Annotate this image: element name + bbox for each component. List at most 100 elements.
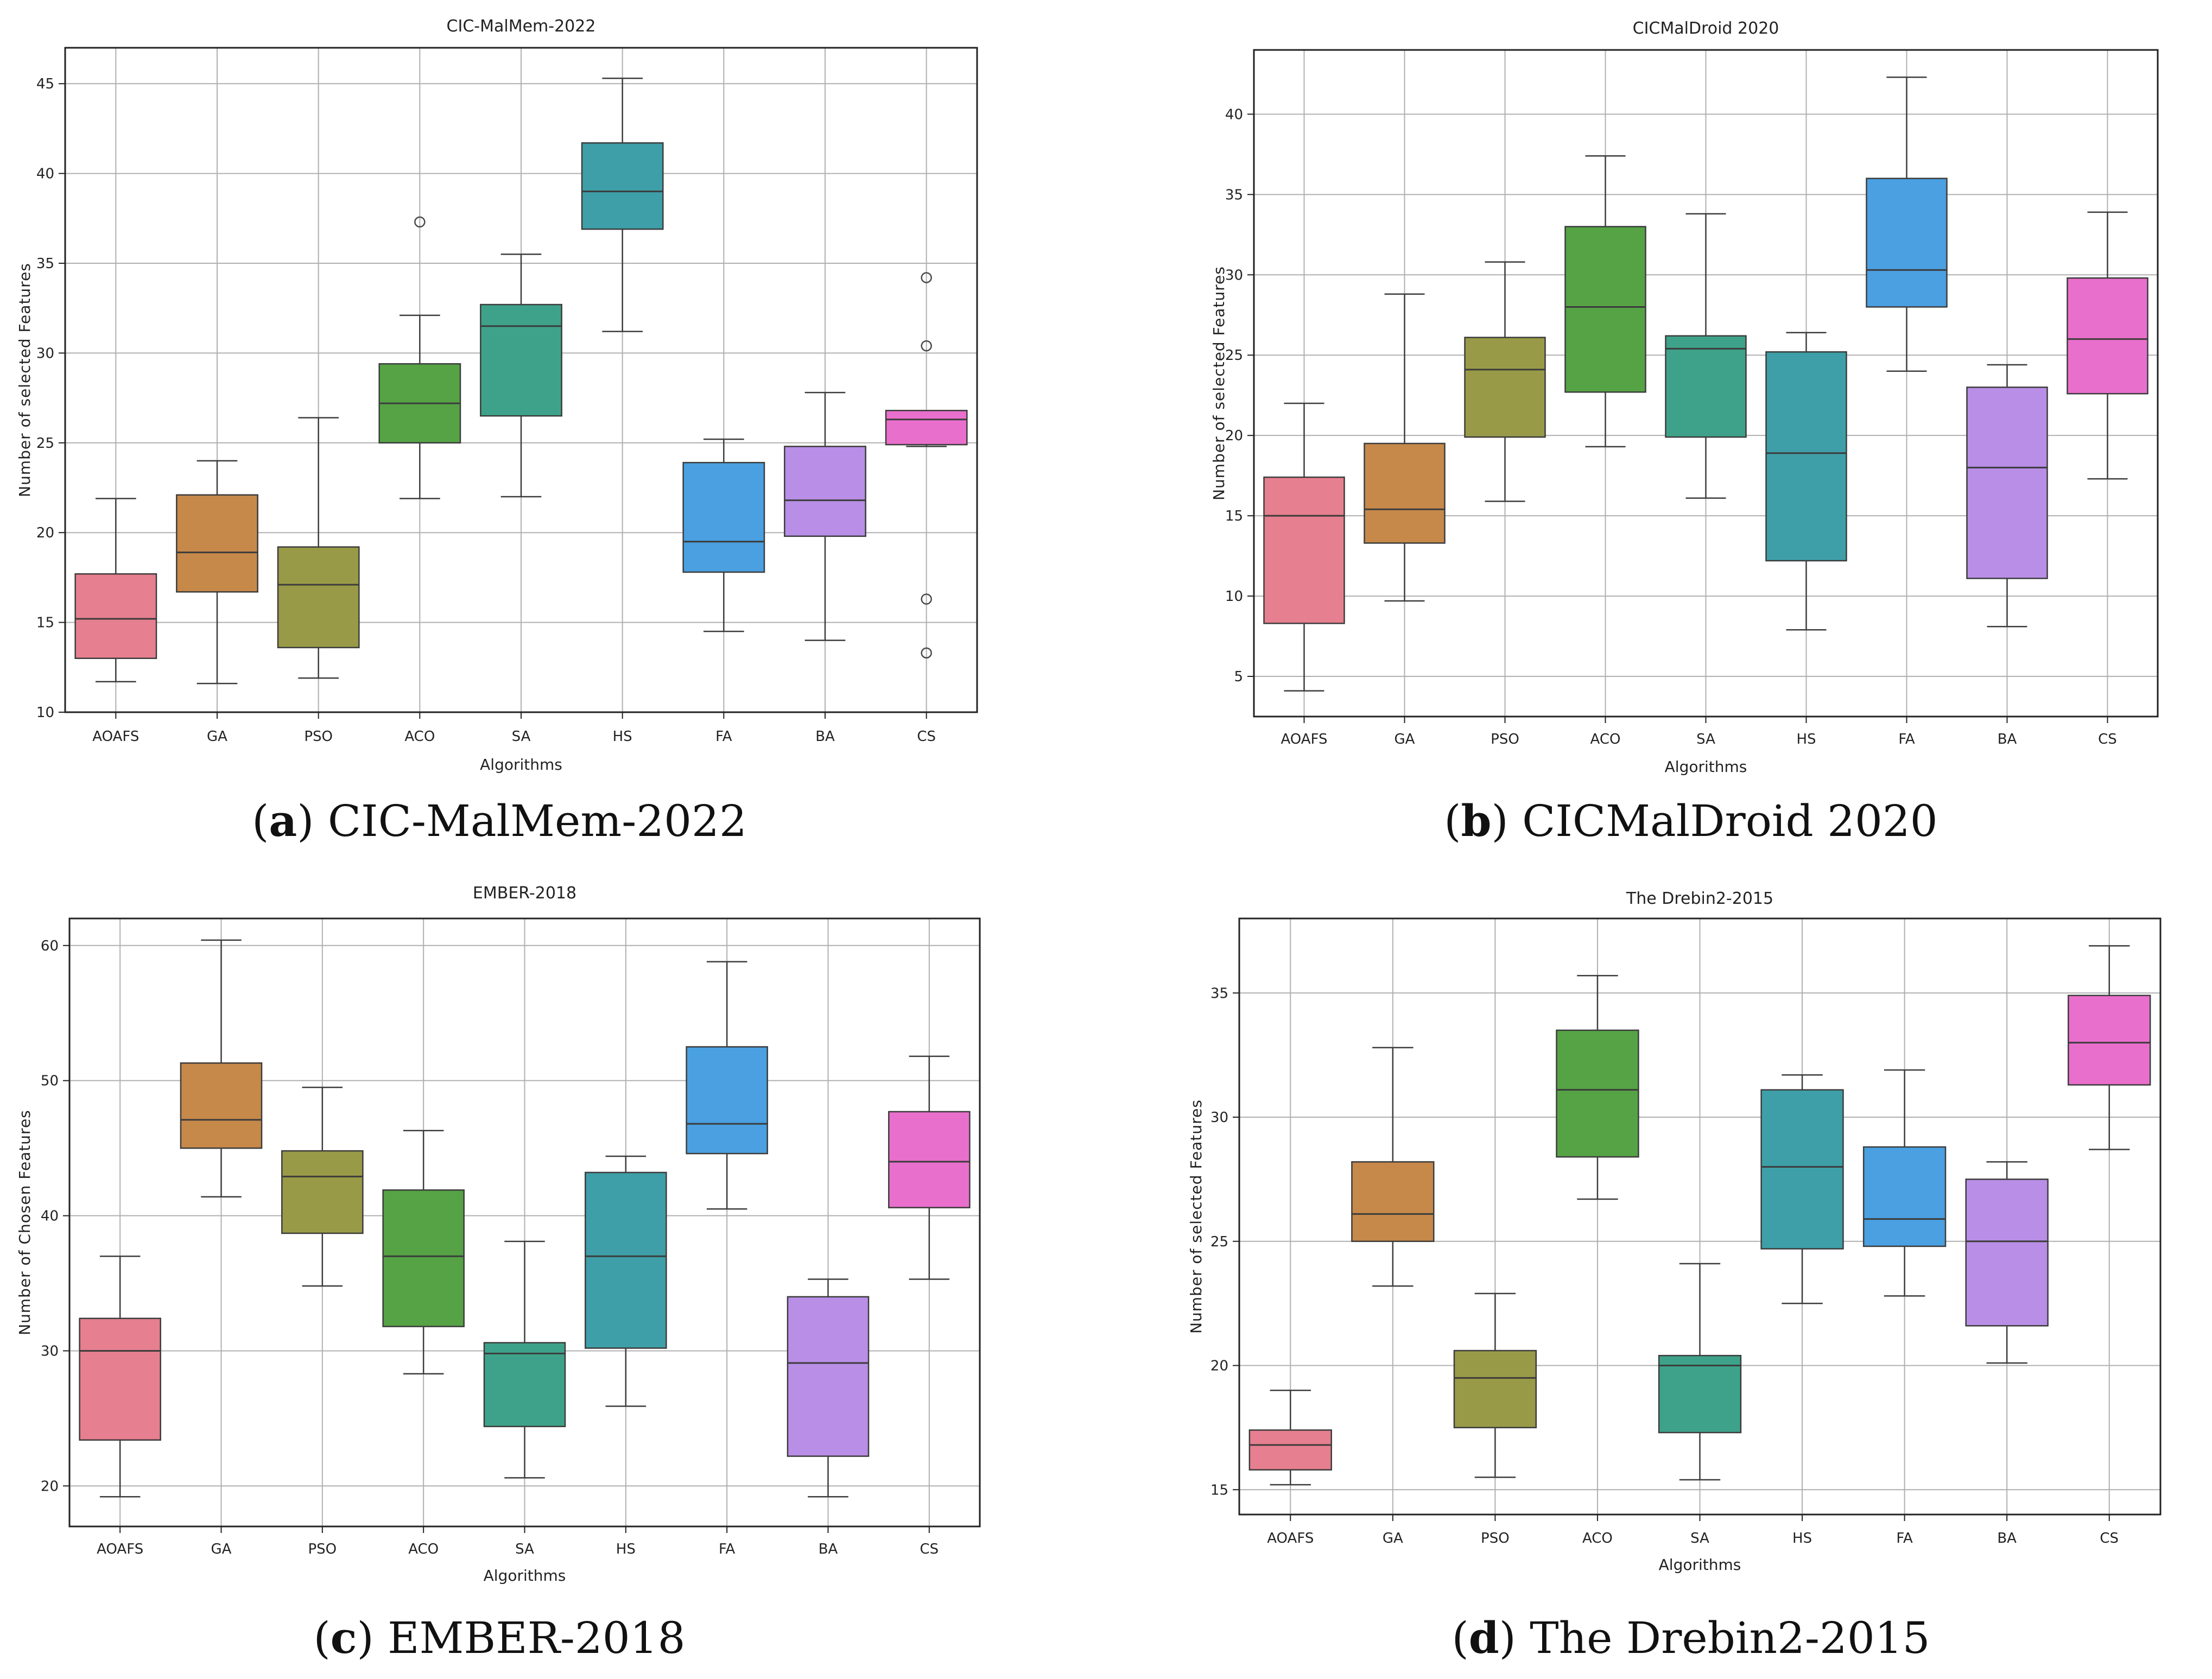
caption-letter: d: [1469, 1612, 1499, 1663]
box-pso: [1453, 1292, 1537, 1478]
y-tick-label: 45: [36, 76, 54, 92]
chart-panel-c: 20 30 40 50 60 AOAFS GA PSO ACO SA HS FA BA CS EMBER-2…: [16, 884, 981, 1663]
box-cs: [2067, 211, 2148, 480]
x-tick-label: FA: [1896, 1530, 1913, 1547]
y-tick-label: 25: [36, 435, 54, 452]
y-tick-label: 20: [1225, 428, 1243, 444]
box-iqr: [1351, 1161, 1435, 1243]
box-iqr: [1760, 1089, 1844, 1250]
y-axis-label: Number of selected Features: [16, 263, 34, 497]
y-tick-label: 35: [36, 256, 54, 272]
caption-paren-close: ): [357, 1613, 388, 1663]
caption-paren-open: (: [1444, 796, 1461, 846]
box-ga: [1364, 293, 1446, 602]
x-tick-label: HS: [1792, 1530, 1812, 1547]
caption-letter: b: [1461, 795, 1492, 846]
y-tick-label: 20: [41, 1478, 59, 1494]
box-aoafs: [1263, 402, 1345, 692]
box-sa: [483, 1240, 566, 1479]
y-tick-label: 30: [1225, 267, 1243, 283]
box-ba: [1965, 1161, 2049, 1364]
x-axis-label: Algorithms: [1665, 758, 1747, 776]
box-iqr: [888, 1111, 971, 1208]
y-tick-label: 5: [1234, 669, 1243, 685]
box-cs: [888, 1055, 971, 1280]
figure-caption: (d) The Drebin2-2015: [1452, 1612, 1930, 1663]
box-pso: [1464, 261, 1546, 502]
x-tick-label: CS: [2098, 731, 2117, 747]
x-tick-label: HS: [1796, 731, 1816, 747]
box-iqr: [1965, 1179, 2049, 1327]
box-iqr: [1966, 387, 2048, 579]
caption-paren-close: ): [297, 796, 328, 846]
x-tick-label: SA: [515, 1541, 534, 1557]
plot-frame: [1238, 917, 2162, 1516]
box-ga: [180, 939, 263, 1198]
caption-text: CIC-MalMem-2022: [328, 796, 747, 846]
x-axis-label: Algorithms: [480, 756, 562, 774]
x-tick-label: FA: [715, 728, 732, 745]
x-tick-label: GA: [1383, 1530, 1403, 1547]
x-tick-label: AOAFS: [1267, 1530, 1314, 1547]
box-sa: [1665, 213, 1747, 499]
box-iqr: [180, 1062, 263, 1149]
y-tick-label: 10: [36, 705, 54, 721]
box-iqr: [74, 573, 157, 660]
outlier-point: [414, 216, 426, 228]
x-tick-label: ACO: [408, 1541, 439, 1557]
x-tick-label: AOAFS: [92, 728, 139, 745]
box-iqr: [277, 546, 360, 649]
chart-panel-b: 5 10 15 20 25 30 35 40 AOAFS GA PSO ACO SA HS FA BA CS CI…: [1210, 19, 2159, 846]
x-tick-label: CS: [2100, 1530, 2119, 1547]
box-iqr: [1862, 1146, 1947, 1247]
box-cs: [885, 272, 968, 659]
box-ba: [787, 1278, 870, 1498]
y-axis-label: Number of Chosen Features: [16, 1110, 34, 1335]
y-tick-label: 60: [41, 938, 59, 954]
y-tick-label: 20: [36, 525, 54, 541]
x-tick-label: HS: [616, 1541, 636, 1557]
chart-title: CIC-MalMem-2022: [447, 17, 596, 36]
x-tick-label: BA: [1998, 731, 2017, 747]
x-tick-label: FA: [1898, 731, 1915, 747]
box-iqr: [1453, 1349, 1537, 1429]
y-tick-label: 35: [1225, 187, 1243, 203]
x-tick-label: GA: [211, 1541, 232, 1557]
y-tick-label: 25: [1210, 1234, 1228, 1250]
x-axis-label: Algorithms: [484, 1567, 566, 1585]
box-aco: [382, 1130, 465, 1375]
y-axis-label: Number of selected Features: [1210, 266, 1228, 500]
box-iqr: [382, 1189, 465, 1327]
plot-frame: [68, 917, 981, 1528]
y-tick-label: 20: [1210, 1358, 1228, 1374]
outlier-point: [921, 593, 932, 605]
box-hs: [581, 77, 664, 332]
caption-text: EMBER-2018: [388, 1613, 685, 1663]
box-iqr: [1364, 442, 1446, 544]
box-iqr: [176, 494, 258, 593]
y-tick-label: 15: [1210, 1482, 1228, 1498]
box-pso: [281, 1086, 364, 1287]
plot-frame: [1253, 49, 2159, 718]
box-ga: [176, 460, 258, 685]
box-iqr: [585, 1171, 667, 1349]
x-tick-label: ACO: [1582, 1530, 1613, 1547]
chart-panel-d: 15 20 25 30 35 AOAFS GA PSO ACO SA HS FA BA CS The Dre…: [1187, 889, 2162, 1663]
x-tick-label: PSO: [1481, 1530, 1510, 1547]
caption-paren-open: (: [252, 796, 269, 846]
y-tick-label: 10: [1225, 588, 1243, 605]
box-aco: [1564, 155, 1646, 448]
box-iqr: [784, 446, 866, 537]
y-tick-label: 35: [1210, 985, 1228, 1002]
box-iqr: [1866, 178, 1948, 308]
outlier-point: [921, 272, 932, 283]
x-tick-label: GA: [1395, 731, 1415, 747]
box-iqr: [480, 303, 562, 417]
x-tick-label: ACO: [404, 728, 435, 745]
figure-caption: (a) CIC-MalMem-2022: [252, 795, 747, 846]
y-tick-label: 25: [1225, 347, 1243, 364]
x-tick-label: SA: [1690, 1530, 1709, 1547]
box-iqr: [281, 1150, 364, 1234]
box-iqr: [686, 1046, 768, 1155]
